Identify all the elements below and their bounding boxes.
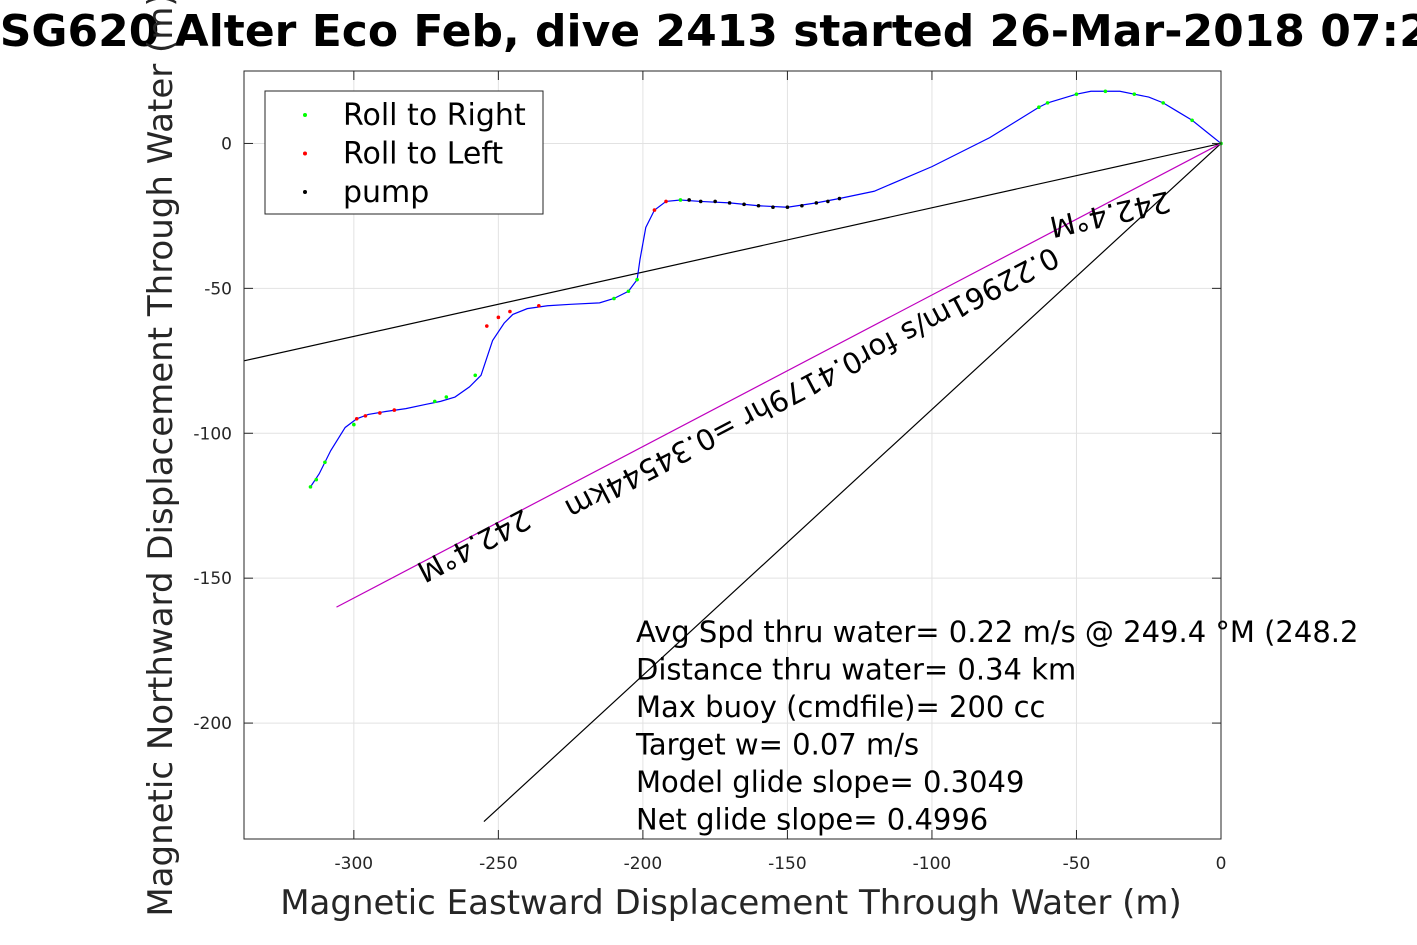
x-tick-label: -100 [913,854,952,874]
roll-right-point [1074,92,1079,96]
heading-line [483,143,1222,823]
roll-right-point [1103,89,1108,94]
roll-left-point [485,324,489,328]
legend-box [264,90,544,215]
legend-marker [303,113,307,117]
stat-line: Model glide slope= 0.3049 [636,765,1024,799]
roll-left-point [392,408,397,412]
roll-right-point [432,399,437,404]
roll-right-point [1161,101,1165,105]
y-axis-label: Magnetic Northward Displacement Through … [141,0,181,917]
x-tick-label: 0 [1216,854,1227,874]
y-tick-label: -50 [204,279,232,299]
stat-line: Net glide slope= 0.4996 [636,803,988,837]
roll-right-point [323,460,327,465]
x-tick-label: -150 [768,854,807,874]
roll-left-point [508,309,512,314]
roll-right-point [1190,118,1194,123]
roll-right-point [626,289,631,294]
pump-point [771,205,775,210]
x-axis-label: Magnetic Eastward Displacement Through W… [280,883,1182,923]
roll-right-point [612,296,616,301]
stat-line: Avg Spd thru water= 0.22 m/s @ 249.4 °M … [636,615,1358,649]
roll-left-point [652,208,657,212]
reference-lines [243,142,1222,823]
pump-point [756,203,761,208]
roll-right-point [444,395,449,399]
legend-label: Roll to Left [343,137,503,172]
roll-right-point [678,198,683,202]
roll-right-point [473,373,478,378]
roll-right-point [1132,92,1137,96]
roll-left-point [496,315,501,320]
roll-right-point [314,477,319,482]
roll-left-point [363,414,368,418]
roll-right-point [1037,105,1041,110]
current-direction-line [243,142,1222,362]
pump-point [826,199,830,204]
roll-left-point [664,199,668,204]
roll-right-point [635,277,639,282]
pump-point [698,199,703,204]
x-tick-label: -50 [1063,854,1091,874]
roll-right-point [308,485,313,489]
stat-line: Distance thru water= 0.34 km [636,653,1076,687]
y-tick-label: -200 [193,714,232,734]
legend-label: pump [343,175,429,210]
axis-ticks: -300 -250 -200 -150 -100 -50 0 0 -50 -100 -150 -200 [193,71,1226,874]
stats-text-block: Avg Spd thru water= 0.22 m/s @ 249.4 °M … [635,615,1358,837]
chart-title: SG620 Alter Eco Feb, dive 2413 started 2… [0,6,1417,57]
y-tick-label: -100 [193,424,232,444]
pump-point [713,199,717,204]
pump-point [800,203,804,208]
legend-marker [303,190,307,194]
roll-right-point [352,422,356,427]
roll-left-point [378,411,382,415]
legend-marker [303,151,307,156]
legend-label: Roll to Right [343,98,526,133]
plot-frame [243,70,1222,840]
pump-point [687,198,691,202]
track-markers [308,89,1223,489]
x-tick-label: -200 [624,854,663,874]
stat-line: Target w= 0.07 m/s [635,728,919,762]
roll-right-point [1045,101,1050,105]
stat-line: Max buoy (cmdfile)= 200 cc [636,690,1045,724]
pump-point [785,205,790,210]
y-tick-label: 0 [221,134,232,154]
x-tick-label: -250 [479,854,518,874]
net-track-line [336,142,1222,608]
pump-point [814,201,819,205]
pump-point [742,202,746,207]
roll-left-point [354,416,359,421]
pump-point [837,196,842,201]
y-tick-label: -150 [193,569,232,589]
x-tick-label: -300 [335,854,374,874]
pump-point [727,201,732,205]
roll-left-point [537,303,541,308]
